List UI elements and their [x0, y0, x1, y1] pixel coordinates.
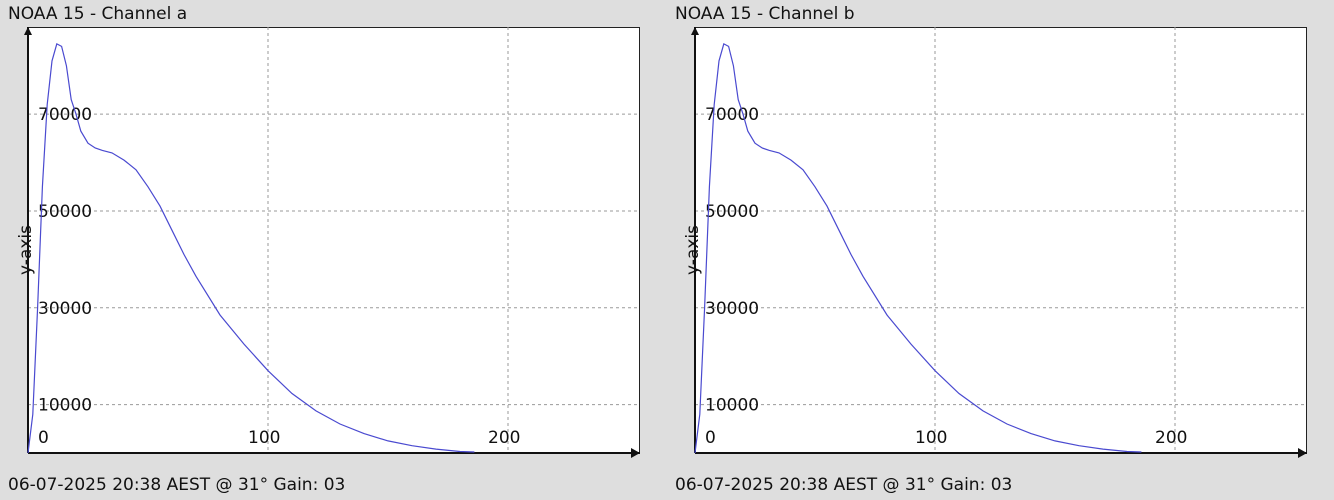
x-tick-label: 100 [915, 428, 947, 448]
y-tick-label: 10000 [705, 396, 759, 416]
plot-border [695, 27, 1307, 453]
x-tick-label: 0 [38, 428, 49, 448]
y-tick-label: 10000 [38, 396, 92, 416]
y-tick-label: 50000 [705, 202, 759, 222]
series-line [27, 43, 475, 454]
x-tick-label: 200 [1155, 428, 1187, 448]
chart-panel-b: NOAA 15 - Channel b 10000 30000 50000 70000… [667, 0, 1334, 500]
chart-title: NOAA 15 - Channel a [8, 4, 188, 24]
chart-svg: 10000 30000 50000 70000 0 100 200 [691, 27, 1307, 458]
y-tick-label: 30000 [38, 299, 92, 319]
plot-area: 10000 30000 50000 70000 0 100 200 y-axis [16, 27, 640, 458]
y-axis-arrow [691, 27, 699, 35]
y-tick-label: 70000 [38, 105, 92, 125]
plot-area: 10000 30000 50000 70000 0 100 200 y-axis [683, 27, 1307, 458]
chart-svg: 10000 30000 50000 70000 0 100 200 [24, 27, 640, 458]
y-axis-label: y-axis [683, 225, 703, 275]
x-tick-label: 100 [248, 428, 280, 448]
chart-title: NOAA 15 - Channel b [675, 4, 855, 24]
y-axis-arrow [24, 27, 32, 35]
timestamp-footer: 06-07-2025 20:38 AEST @ 31° Gain: 03 [8, 475, 346, 495]
x-tick-label: 200 [488, 428, 520, 448]
chart-panel-a: NOAA 15 - Channel a 10000 30000 50000 70000… [8, 4, 640, 495]
y-tick-label: 30000 [705, 299, 759, 319]
y-tick-label: 50000 [38, 202, 92, 222]
y-tick-label: 70000 [705, 105, 759, 125]
x-tick-label: 0 [705, 428, 716, 448]
y-axis-label: y-axis [16, 225, 36, 275]
timestamp-footer: 06-07-2025 20:38 AEST @ 31° Gain: 03 [675, 475, 1013, 495]
x-axis-arrow [1298, 448, 1307, 458]
x-axis-arrow [631, 448, 640, 458]
series-line [694, 43, 1142, 454]
plot-border [28, 27, 640, 453]
